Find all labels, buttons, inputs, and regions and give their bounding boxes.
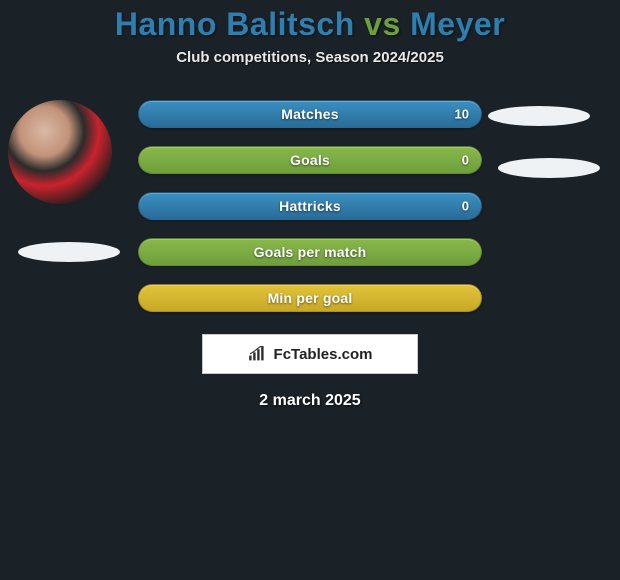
stat-bars: Matches 10 Goals 0 Hattricks 0 Goals per… bbox=[138, 100, 482, 330]
snapshot-date: 2 march 2025 bbox=[0, 392, 620, 410]
player2-name: Meyer bbox=[410, 6, 505, 42]
player2-name-pill-secondary bbox=[498, 158, 600, 178]
player1-avatar bbox=[8, 100, 112, 204]
stat-bar-hattricks: Hattricks 0 bbox=[138, 192, 482, 220]
stat-label: Matches bbox=[281, 106, 338, 122]
stat-bar-min-per-goal: Min per goal bbox=[138, 284, 482, 312]
bar-chart-icon bbox=[248, 346, 268, 362]
player2-name-pill bbox=[488, 106, 590, 126]
stat-label: Min per goal bbox=[268, 290, 353, 306]
comparison-title: Hanno Balitsch vs Meyer bbox=[0, 0, 620, 43]
stat-bar-goals-per-match: Goals per match bbox=[138, 238, 482, 266]
player1-name: Hanno Balitsch bbox=[115, 6, 355, 42]
stat-bar-matches: Matches 10 bbox=[138, 100, 482, 128]
vs-label: vs bbox=[364, 6, 401, 42]
player1-name-pill bbox=[18, 242, 120, 262]
stat-value: 0 bbox=[462, 153, 469, 168]
stat-value: 10 bbox=[455, 107, 469, 122]
stat-label: Goals per match bbox=[254, 244, 367, 260]
brand-text: FcTables.com bbox=[274, 346, 373, 363]
season-subtitle: Club competitions, Season 2024/2025 bbox=[0, 49, 620, 66]
stat-label: Hattricks bbox=[279, 198, 341, 214]
comparison-stage: Matches 10 Goals 0 Hattricks 0 Goals per… bbox=[0, 92, 620, 322]
brand-attribution: FcTables.com bbox=[202, 334, 418, 374]
stat-label: Goals bbox=[290, 152, 330, 168]
stat-bar-goals: Goals 0 bbox=[138, 146, 482, 174]
stat-value: 0 bbox=[462, 199, 469, 214]
